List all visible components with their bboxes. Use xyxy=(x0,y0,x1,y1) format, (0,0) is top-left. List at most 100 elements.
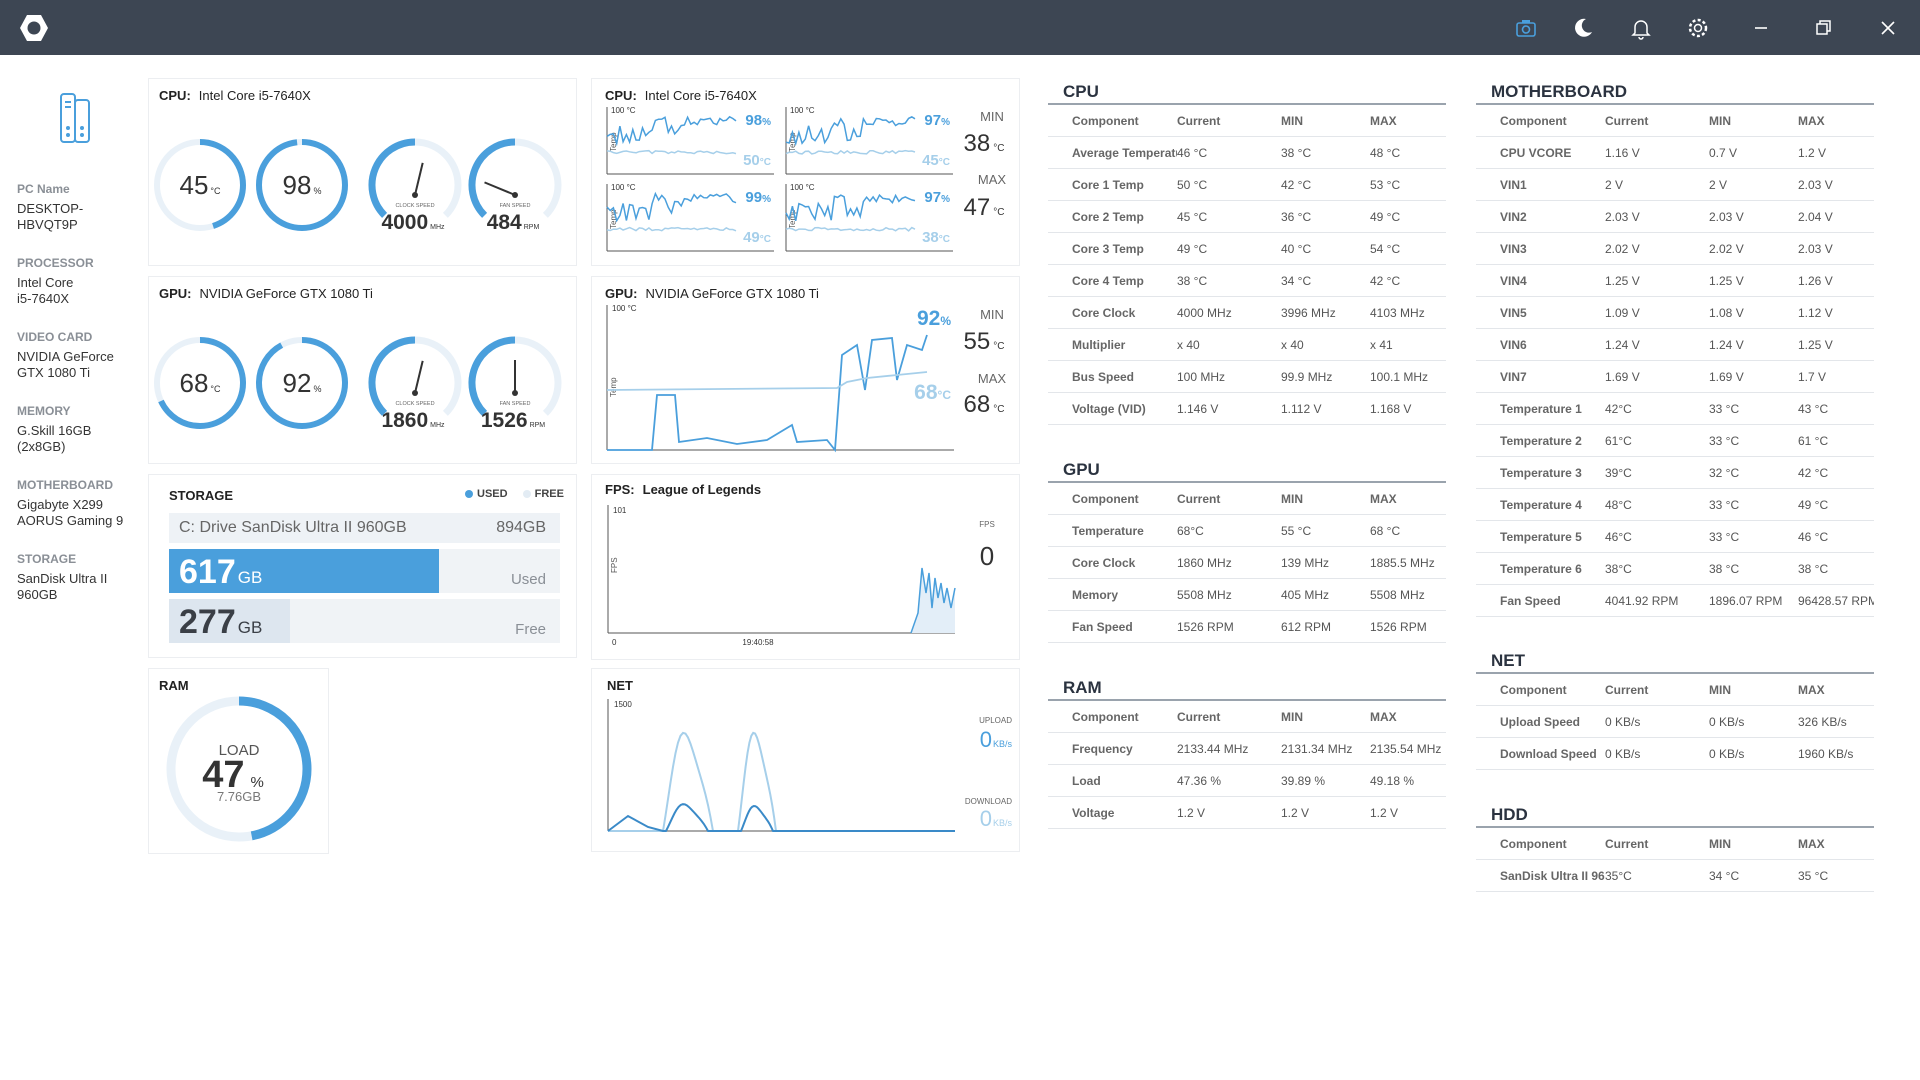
table-cell: 99.9 MHz xyxy=(1281,370,1333,384)
gpu-load-line xyxy=(607,334,928,453)
table-row: Load 47.36 % 39.89 % 49.18 % xyxy=(1048,765,1446,797)
drive-row[interactable]: C: Drive SanDisk Ultra II 960GB 894GB xyxy=(169,513,560,543)
table-header-row: Component Current MIN MAX xyxy=(1048,105,1446,137)
table-cell: Fan Speed xyxy=(1500,594,1561,608)
gpu-temp-gauge-unit: °C xyxy=(210,384,221,394)
graph-axis-label: Temp xyxy=(609,377,618,397)
ram-gauge-panel: RAM LOAD 47% 7.76GB xyxy=(148,668,329,854)
bell-icon[interactable] xyxy=(1627,14,1655,42)
table-cell: 2 V xyxy=(1605,178,1624,192)
table-cell: 1.7 V xyxy=(1798,370,1827,384)
table-cell: 1.146 V xyxy=(1177,402,1219,416)
table-cell: 1.24 V xyxy=(1605,338,1640,352)
used-legend-dot xyxy=(465,490,473,499)
cpu-label: CPU: xyxy=(159,88,191,103)
used-label: Used xyxy=(510,571,546,588)
cpu-temp-gauge-fill xyxy=(154,139,246,231)
motherboard-table-title: MOTHERBOARD xyxy=(1476,79,1874,105)
cpu-core-graph: 100 °C Temp 97% 45°C xyxy=(785,106,953,175)
table-row: Temperature 4 48°C 33 °C 49 °C xyxy=(1476,489,1874,521)
gpu-graph-name: NVIDIA GeForce GTX 1080 Ti xyxy=(645,286,819,301)
table-cell: 2.03 V xyxy=(1798,242,1833,256)
cpu-temp-gauge-value: 45 °C xyxy=(179,170,221,200)
table-row: Temperature 1 42°C 33 °C 43 °C xyxy=(1476,393,1874,425)
table-cell: 42 °C xyxy=(1281,178,1312,192)
table-cell: 326 KB/s xyxy=(1798,715,1847,729)
table-header-cell: MAX xyxy=(1370,114,1397,128)
table-cell: 46°C xyxy=(1605,530,1632,544)
sidebar-info-item: MOTHERBOARD Gigabyte X299 AORUS Gaming 9 xyxy=(17,478,139,529)
table-cell: 5508 MHz xyxy=(1370,588,1425,602)
graph-top-label: 100 °C xyxy=(611,183,636,192)
cpu-min-unit: °C xyxy=(993,143,1004,154)
free-value: 277 xyxy=(179,603,236,641)
net-download-line xyxy=(608,731,955,832)
table-header-cell: MAX xyxy=(1798,683,1825,697)
net-table: NET Component Current MIN MAX Upload Speed 0 K… xyxy=(1476,648,1874,770)
table-cell: Temperature 5 xyxy=(1500,530,1582,544)
cpu-fan-gauge-needle xyxy=(484,181,516,196)
cpu-load-gauge-fill xyxy=(256,139,348,231)
table-cell: 0 KB/s xyxy=(1605,715,1641,729)
table-header-row: Component Current MIN MAX xyxy=(1476,105,1874,137)
camera-icon[interactable] xyxy=(1512,14,1540,42)
table-row: Core Clock 4000 MHz 3996 MHz 4103 MHz xyxy=(1048,297,1446,329)
table-header-row: Component Current MIN MAX xyxy=(1048,483,1446,515)
sidebar-info-item: STORAGE SanDisk Ultra II 960GB xyxy=(17,552,139,603)
table-cell: Bus Speed xyxy=(1072,370,1135,384)
table-cell: 1.25 V xyxy=(1709,274,1744,288)
table-header-row: Component Current MIN MAX xyxy=(1048,701,1446,733)
table-header-cell: MIN xyxy=(1709,114,1731,128)
core-temp-line xyxy=(785,149,916,155)
cpu-max-unit: °C xyxy=(993,207,1004,218)
cpu-min-label: MIN xyxy=(980,109,1004,124)
cpu-gauges-title: CPU: Intel Core i5-7640X xyxy=(159,88,311,103)
gear-icon[interactable] xyxy=(1684,14,1712,42)
gpu-fan-gauge-unit: RPM xyxy=(530,422,546,429)
gpu-load-unit: % xyxy=(940,314,951,328)
fps-line xyxy=(910,567,956,634)
table-cell: 39°C xyxy=(1605,466,1632,480)
table-cell: Core 2 Temp xyxy=(1072,210,1144,224)
restore-icon[interactable] xyxy=(1809,14,1837,42)
used-unit: GB xyxy=(237,568,263,587)
table-header-cell: Component xyxy=(1072,492,1139,506)
free-unit: GB xyxy=(237,618,263,637)
ram-used-amount: 7.76GB xyxy=(217,789,261,804)
table-cell: x 40 xyxy=(1281,338,1304,352)
gpu-clock-gauge: CLOCK SPEED 1860 MHz xyxy=(368,336,462,432)
free-legend-dot xyxy=(522,490,531,499)
table-cell: 38 °C xyxy=(1709,562,1740,576)
table-header-cell: MAX xyxy=(1370,710,1397,724)
moon-icon[interactable] xyxy=(1569,14,1597,42)
core-load-unit: % xyxy=(941,117,950,128)
table-cell: 33 °C xyxy=(1709,434,1740,448)
table-row: SanDisk Ultra II 960GB35°C 34 °C 35 °C xyxy=(1476,860,1874,892)
table-cell: 68 °C xyxy=(1370,524,1401,538)
cpu-gauges: 45 °C 98 % CLOCK SPEED 4000 MHz FAN SPEED 484 RPM xyxy=(154,138,562,234)
sidebar-info-label: PC Name xyxy=(17,182,70,196)
free-bar-fill xyxy=(169,599,291,643)
core-temp-line xyxy=(606,226,737,232)
cpu-fan-gauge-caption: FAN SPEED xyxy=(500,203,531,209)
cpu-core-graph: 100 °C Temp 99% 49°C xyxy=(606,183,774,252)
table-header-cell: Component xyxy=(1500,837,1567,851)
table-cell: 1.08 V xyxy=(1709,306,1744,320)
gpu-load-gauge-value: 92% xyxy=(283,368,322,398)
table-cell: 1.69 V xyxy=(1605,370,1640,384)
table-cell: 4000 MHz xyxy=(1177,306,1232,320)
core-temp-value: 50°C xyxy=(743,152,771,169)
table-cell: Memory xyxy=(1072,588,1119,602)
table-cell: 33 °C xyxy=(1709,498,1740,512)
cpu-core-graph: 100 °C Temp 97% 38°C xyxy=(785,183,953,252)
table-header-cell: MIN xyxy=(1281,492,1303,506)
table-cell: Fan Speed xyxy=(1072,620,1133,634)
table-cell: 5508 MHz xyxy=(1177,588,1232,602)
table-cell: 3996 MHz xyxy=(1281,306,1336,320)
close-icon[interactable] xyxy=(1874,14,1902,42)
table-cell: 33 °C xyxy=(1709,530,1740,544)
minimize-icon[interactable] xyxy=(1747,14,1775,42)
table-row: Temperature 6 38°C 38 °C 38 °C xyxy=(1476,553,1874,585)
table-cell: 48°C xyxy=(1605,498,1632,512)
net-y-top: 1500 xyxy=(614,700,632,709)
